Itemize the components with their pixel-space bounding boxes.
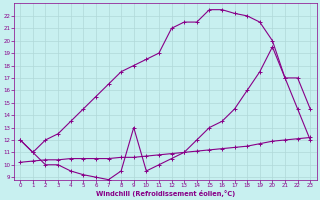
X-axis label: Windchill (Refroidissement éolien,°C): Windchill (Refroidissement éolien,°C) [96,190,235,197]
